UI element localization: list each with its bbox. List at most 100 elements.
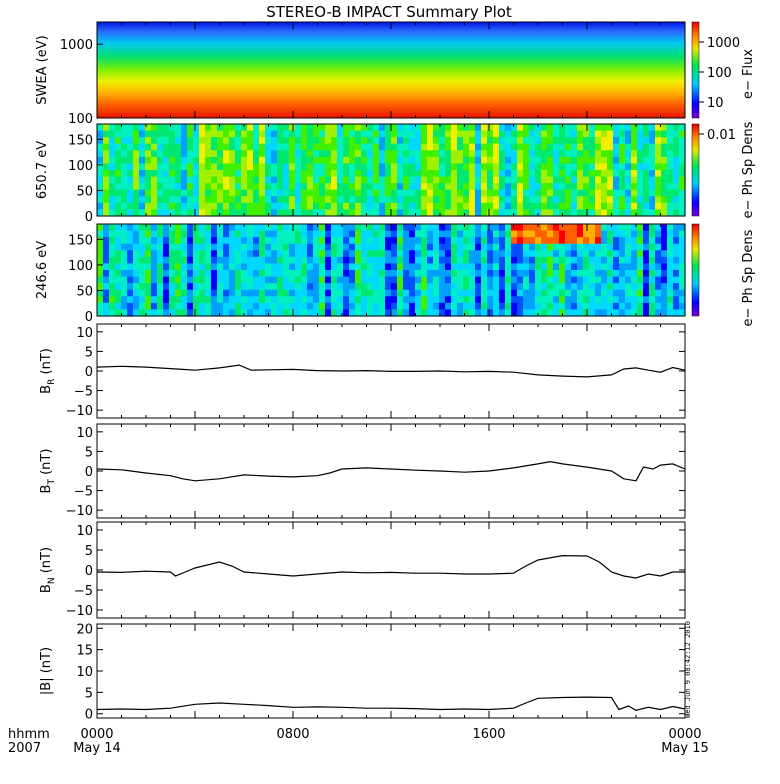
- pitch-angle-cell: [403, 202, 410, 211]
- pitch-angle-cell: [217, 276, 224, 284]
- pitch-angle-cell: [139, 209, 146, 217]
- pitch-angle-cell: [589, 176, 596, 184]
- pitch-angle-cell: [295, 230, 302, 238]
- pitch-angle-cell: [511, 130, 518, 138]
- pitch-angle-cell: [649, 237, 656, 245]
- pitch-angle-cell: [121, 124, 128, 132]
- pitch-angle-cell: [187, 270, 194, 278]
- pitch-angle-cell: [661, 209, 668, 217]
- pitch-angle-cell: [151, 137, 158, 145]
- pitch-angle-cell: [379, 156, 386, 165]
- pitch-angle-cell: [517, 237, 524, 245]
- pitch-angle-cell: [169, 256, 176, 265]
- pitch-angle-cell: [217, 224, 224, 232]
- pitch-angle-cell: [193, 230, 200, 238]
- pitch-angle-cell: [493, 163, 500, 171]
- pitch-angle-cell: [175, 243, 182, 251]
- pitch-angle-cell: [667, 302, 674, 311]
- pitch-angle-cell: [253, 250, 260, 258]
- pitch-angle-cell: [487, 130, 494, 138]
- pitch-angle-cell: [523, 276, 530, 284]
- pitch-angle-cell: [427, 250, 434, 258]
- pitch-angle-cell: [301, 276, 308, 284]
- pitch-angle-cell: [223, 196, 230, 204]
- pitch-angle-cell: [151, 250, 158, 258]
- y-tick-label: 0: [85, 310, 93, 325]
- pitch-angle-cell: [307, 183, 314, 191]
- pitch-angle-cell: [241, 150, 248, 158]
- pitch-angle-cell: [271, 183, 278, 191]
- pitch-angle-cell: [511, 183, 518, 191]
- pitch-angle-cell: [433, 309, 440, 317]
- pitch-angle-cell: [661, 270, 668, 278]
- pitch-angle-cell: [109, 270, 116, 278]
- pitch-angle-cell: [559, 237, 566, 245]
- pitch-angle-cell: [169, 196, 176, 204]
- pitch-angle-cell: [625, 263, 632, 271]
- pitch-angle-cell: [277, 289, 284, 297]
- pitch-angle-cell: [193, 202, 200, 211]
- pitch-angle-cell: [307, 309, 314, 317]
- pitch-angle-cell: [463, 202, 470, 211]
- pitch-angle-cell: [643, 183, 650, 191]
- pitch-angle-cell: [559, 263, 566, 271]
- pitch-angle-cell: [463, 130, 470, 138]
- pitch-angle-cell: [517, 289, 524, 297]
- pitch-angle-cell: [163, 289, 170, 297]
- pitch-angle-cell: [643, 150, 650, 158]
- pitch-angle-cell: [247, 150, 254, 158]
- pitch-angle-cell: [343, 143, 350, 151]
- pitch-angle-cell: [451, 176, 458, 184]
- pitch-angle-cell: [121, 250, 128, 258]
- pitch-angle-cell: [205, 256, 212, 265]
- pitch-angle-cell: [337, 156, 344, 165]
- pitch-angle-cell: [463, 302, 470, 311]
- pitch-angle-cell: [229, 176, 236, 184]
- pitch-angle-cell: [391, 130, 398, 138]
- pitch-angle-cell: [583, 256, 590, 265]
- pitch-angle-cell: [265, 283, 272, 291]
- pitch-angle-cell: [361, 143, 368, 151]
- pitch-angle-cell: [319, 196, 326, 204]
- pitch-angle-cell: [139, 196, 146, 204]
- pitch-angle-cell: [421, 196, 428, 204]
- pitch-angle-cell: [229, 302, 236, 311]
- pitch-angle-cell: [301, 156, 308, 165]
- pitch-angle-cell: [433, 302, 440, 311]
- pitch-angle-cell: [505, 302, 512, 311]
- pitch-angle-cell: [259, 209, 266, 217]
- pitch-angle-cell: [175, 263, 182, 271]
- pitch-angle-cell: [583, 283, 590, 291]
- pitch-angle-cell: [601, 183, 608, 191]
- pitch-angle-cell: [157, 263, 164, 271]
- pitch-angle-cell: [409, 237, 416, 245]
- pitch-angle-cell: [145, 183, 152, 191]
- pitch-angle-cell: [133, 176, 140, 184]
- pitch-angle-cell: [403, 196, 410, 204]
- pitch-angle-cell: [559, 202, 566, 211]
- pitch-angle-cell: [439, 243, 446, 251]
- pitch-angle-cell: [547, 309, 554, 317]
- pitch-angle-cell: [469, 243, 476, 251]
- pitch-angle-cell: [223, 250, 230, 258]
- pitch-angle-cell: [223, 163, 230, 171]
- pitch-angle-cell: [571, 283, 578, 291]
- pitch-angle-cell: [637, 202, 644, 211]
- pitch-angle-cell: [589, 183, 596, 191]
- pitch-angle-cell: [577, 170, 584, 178]
- pitch-angle-cell: [361, 250, 368, 258]
- pitch-angle-cell: [493, 156, 500, 165]
- pitch-angle-cell: [361, 196, 368, 204]
- pitch-angle-cell: [469, 176, 476, 184]
- pitch-angle-cell: [223, 263, 230, 271]
- pitch-angle-cell: [655, 170, 662, 178]
- pitch-angle-cell: [187, 202, 194, 211]
- pitch-angle-cell: [655, 196, 662, 204]
- pitch-angle-cell: [343, 156, 350, 165]
- pitch-angle-cell: [547, 230, 554, 238]
- pitch-angle-cell: [661, 256, 668, 265]
- pitch-angle-cell: [127, 150, 134, 158]
- pitch-angle-cell: [271, 283, 278, 291]
- pitch-angle-cell: [229, 263, 236, 271]
- pitch-angle-cell: [433, 183, 440, 191]
